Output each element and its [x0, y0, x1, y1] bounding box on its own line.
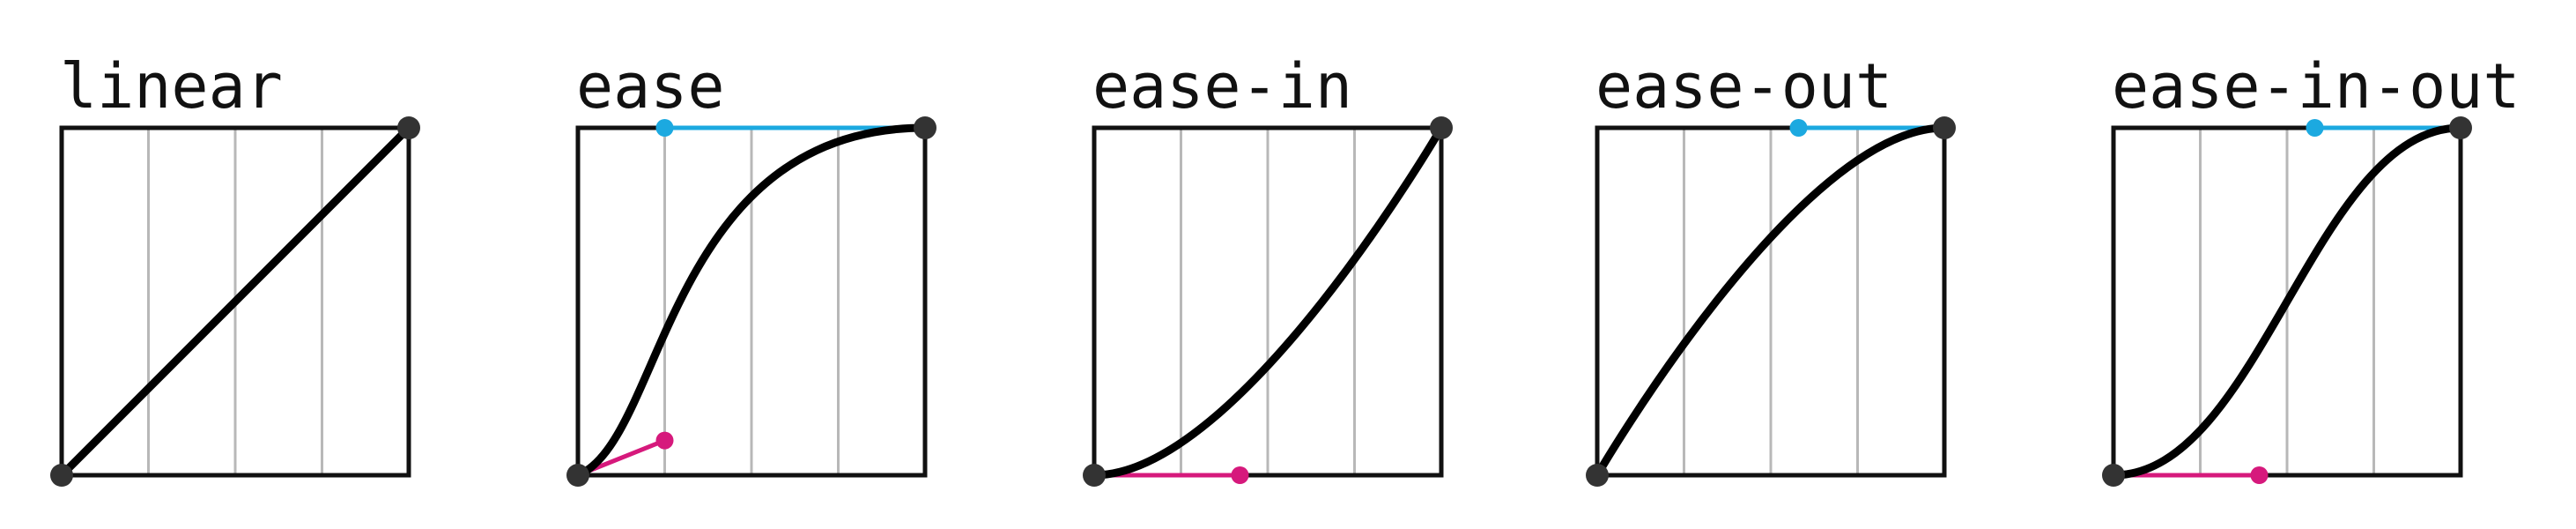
- panel-label: ease-in-out: [2112, 50, 2520, 123]
- end-point: [397, 116, 420, 139]
- panel-ease-in: ease-in: [1083, 50, 1453, 487]
- timing-curve: [574, 123, 929, 480]
- panel-ease-in-out: ease-in-out: [2102, 50, 2520, 487]
- panel-frame: [2111, 125, 2463, 478]
- start-control-point: [2250, 466, 2269, 484]
- start-point: [566, 464, 589, 487]
- end-point: [1430, 116, 1453, 139]
- timing-curve: [2109, 123, 2465, 480]
- panel-linear: linear: [50, 50, 420, 487]
- end-control-point: [655, 119, 674, 137]
- start-point: [1586, 464, 1609, 487]
- panel-frame: [1595, 125, 1947, 478]
- panel-frame: [59, 125, 411, 478]
- panel-label: ease-in: [1092, 50, 1352, 123]
- end-control-point: [2306, 119, 2324, 137]
- end-point: [1933, 116, 1956, 139]
- start-point: [2102, 464, 2125, 487]
- panel-ease-out: ease-out: [1586, 50, 1956, 487]
- end-point: [2449, 116, 2472, 139]
- start-point: [1083, 464, 1106, 487]
- start-control-point: [655, 431, 674, 450]
- timing-curve: [1090, 123, 1446, 480]
- timing-curve: [57, 123, 413, 480]
- panel-frame: [1092, 125, 1444, 478]
- end-point: [914, 116, 936, 139]
- start-point: [50, 464, 73, 487]
- start-control-point: [1231, 466, 1249, 484]
- panel-label: ease-out: [1595, 50, 1892, 123]
- end-control-point: [1789, 119, 1808, 137]
- panel-label: ease: [576, 50, 725, 123]
- panel-label: linear: [60, 50, 283, 123]
- panel-ease: ease: [566, 50, 936, 487]
- timing-curve: [1593, 123, 1949, 480]
